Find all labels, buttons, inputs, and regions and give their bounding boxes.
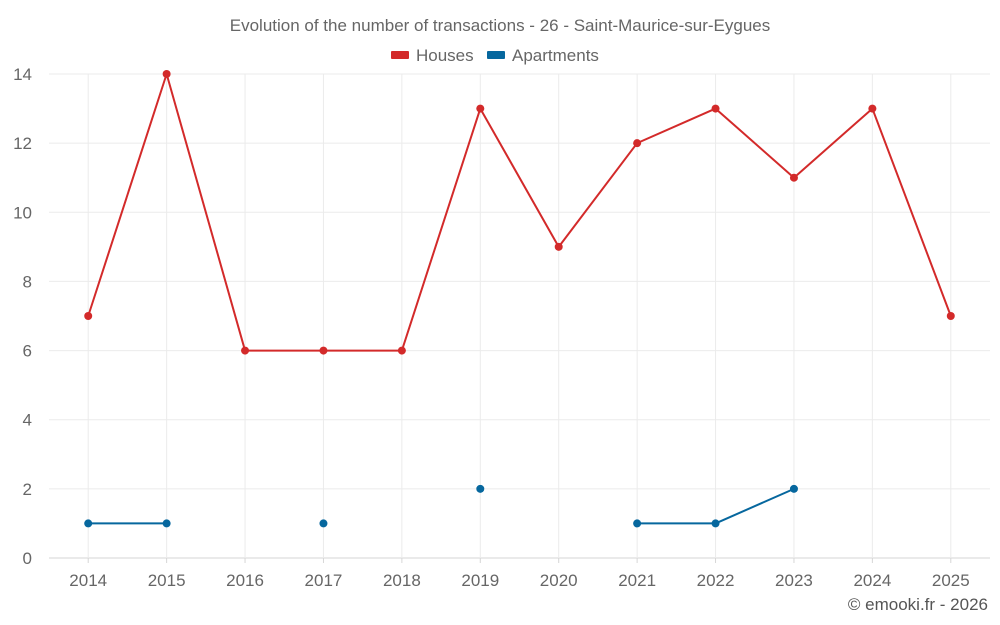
legend-swatch-apartments xyxy=(487,51,505,59)
houses-point-2014[interactable] xyxy=(84,312,93,320)
y-tick-label: 4 xyxy=(23,411,32,430)
x-tick-label: 2019 xyxy=(461,571,499,590)
houses-point-2017[interactable] xyxy=(319,346,328,355)
houses-line-segment xyxy=(87,73,168,317)
houses-line-segment xyxy=(871,107,952,317)
grid xyxy=(49,73,990,563)
houses-line-segment xyxy=(479,107,560,248)
houses-point-2024[interactable] xyxy=(868,104,877,113)
apartments-point-2023[interactable] xyxy=(789,484,798,493)
legend: Houses Apartments xyxy=(391,46,599,65)
y-axis-ticks: 0 2 4 6 8 10 12 14 xyxy=(13,65,32,568)
legend-swatch-houses xyxy=(391,51,409,59)
apartments-point-2017[interactable] xyxy=(319,519,328,528)
x-tick-label: 2016 xyxy=(226,571,264,590)
y-tick-label: 2 xyxy=(23,480,32,499)
y-tick-label: 6 xyxy=(23,342,32,361)
houses-point-2021[interactable] xyxy=(633,139,642,148)
y-tick-label: 0 xyxy=(23,549,32,568)
apartments-point-2015[interactable] xyxy=(162,519,171,528)
apartments-point-2019[interactable] xyxy=(476,484,485,493)
chart-title: Evolution of the number of transactions … xyxy=(230,16,770,35)
series xyxy=(84,70,955,528)
series-apartments xyxy=(84,484,798,528)
houses-line-segment xyxy=(714,107,795,179)
houses-point-2022[interactable] xyxy=(711,104,720,113)
houses-point-2020[interactable] xyxy=(554,242,563,251)
apartments-point-2022[interactable] xyxy=(711,519,720,528)
x-tick-label: 2014 xyxy=(69,571,107,590)
series-houses xyxy=(84,70,955,355)
houses-point-2015[interactable] xyxy=(162,70,171,78)
legend-item-houses[interactable]: Houses xyxy=(391,46,474,65)
y-tick-label: 14 xyxy=(13,65,32,84)
houses-line-segment xyxy=(636,107,717,145)
houses-line-segment xyxy=(165,73,247,352)
houses-point-2016[interactable] xyxy=(241,346,250,355)
apartments-point-2021[interactable] xyxy=(633,519,642,528)
apartments-point-2014[interactable] xyxy=(84,519,93,528)
legend-label-apartments: Apartments xyxy=(512,46,599,65)
legend-item-apartments[interactable]: Apartments xyxy=(487,46,599,65)
legend-label-houses: Houses xyxy=(416,46,474,65)
x-tick-label: 2017 xyxy=(305,571,343,590)
y-tick-label: 10 xyxy=(13,203,32,222)
credit-text: © emooki.fr - 2026 xyxy=(848,595,988,614)
y-tick-label: 8 xyxy=(23,272,32,291)
x-axis-ticks: 2014 2015 2016 2017 2018 2019 2020 2021 2022 2023… xyxy=(69,571,969,590)
houses-point-2023[interactable] xyxy=(789,173,798,182)
houses-line-segment xyxy=(792,107,874,179)
x-tick-label: 2015 xyxy=(148,571,186,590)
x-tick-label: 2018 xyxy=(383,571,421,590)
x-tick-label: 2022 xyxy=(697,571,735,590)
x-tick-label: 2024 xyxy=(853,571,891,590)
x-tick-label: 2023 xyxy=(775,571,813,590)
houses-point-2019[interactable] xyxy=(476,104,485,113)
y-tick-label: 12 xyxy=(13,134,32,153)
houses-point-2018[interactable] xyxy=(397,346,406,355)
houses-line-segment xyxy=(400,107,482,352)
x-tick-label: 2020 xyxy=(540,571,578,590)
houses-point-2025[interactable] xyxy=(946,312,955,320)
houses-line-segment xyxy=(557,142,639,248)
x-tick-label: 2021 xyxy=(618,571,656,590)
x-tick-label: 2025 xyxy=(932,571,970,590)
apartments-line-segment xyxy=(714,487,795,525)
